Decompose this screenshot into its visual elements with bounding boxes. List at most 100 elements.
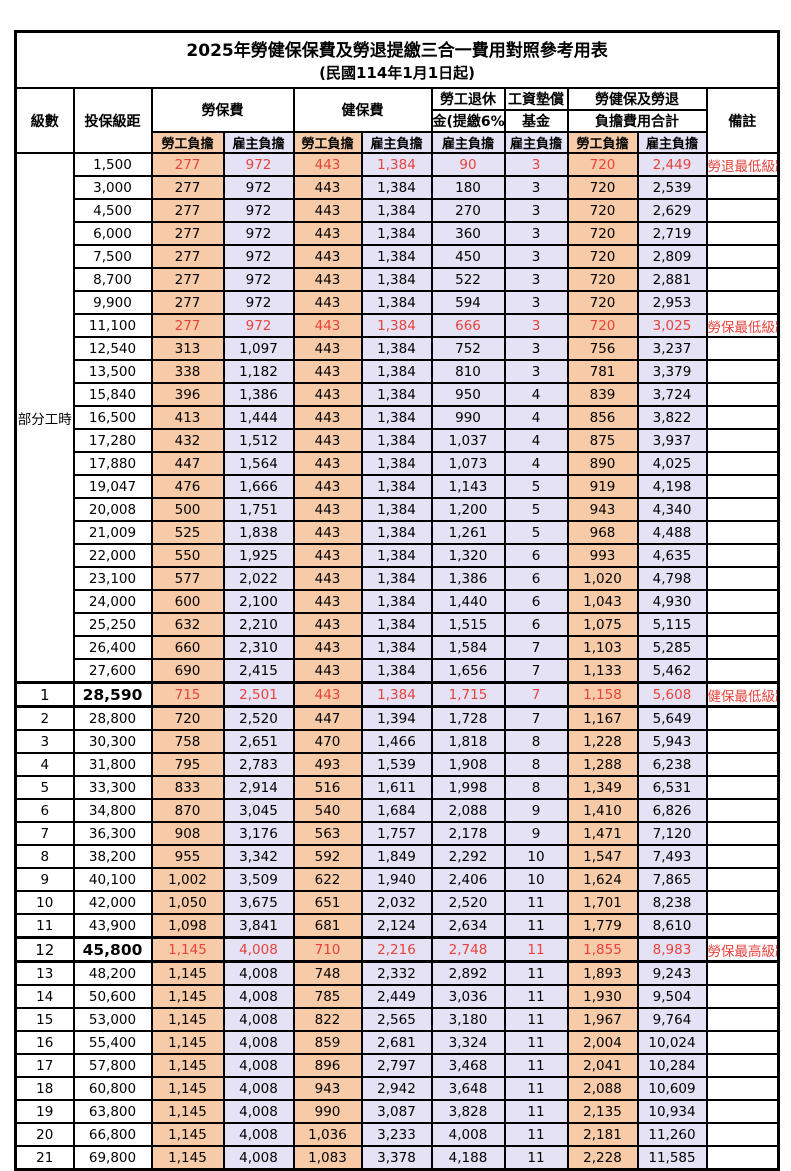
cell-total-employer: 4,025 <box>636 451 708 476</box>
cell-li-employee: 1,145 <box>150 984 225 1009</box>
table-row: 12,540 313 1,097 443 1,384 752 3 756 3,237 <box>16 336 780 361</box>
cell-fund-employer: 10 <box>503 844 569 869</box>
cell-total-employee: 1,158 <box>566 681 639 708</box>
cell-total-employee: 1,701 <box>566 890 639 915</box>
cell-pension-employer: 3,324 <box>430 1030 506 1055</box>
cell-hi-employer: 1,384 <box>360 198 433 223</box>
cell-fund-employer: 8 <box>503 752 569 777</box>
cell-fund-employer: 11 <box>503 1076 569 1101</box>
cell-bracket: 42,000 <box>72 890 153 915</box>
cell-fund-employer: 3 <box>503 313 569 338</box>
cell-hi-employer: 1,940 <box>360 867 433 892</box>
cell-bracket: 28,800 <box>72 705 153 731</box>
cell-hi-employee: 443 <box>292 221 363 246</box>
cell-total-employer: 6,531 <box>636 775 708 800</box>
cell-pension-employer: 594 <box>430 290 506 315</box>
cell-li-employer: 2,210 <box>222 612 295 637</box>
cell-li-employer: 1,444 <box>222 405 295 430</box>
cell-fund-employer: 7 <box>503 635 569 660</box>
cell-total-employer: 2,449 <box>636 152 708 177</box>
cell-note <box>705 359 780 384</box>
cell-note <box>705 198 780 223</box>
cell-fund-employer: 4 <box>503 428 569 453</box>
cell-hi-employee: 443 <box>292 382 363 407</box>
cell-bracket: 3,000 <box>72 175 153 200</box>
cell-fund-employer: 11 <box>503 913 569 939</box>
cell-bracket: 1,500 <box>72 152 153 177</box>
cell-hi-employer: 1,384 <box>360 589 433 614</box>
cell-bracket: 31,800 <box>72 752 153 777</box>
cell-total-employer: 7,493 <box>636 844 708 869</box>
cell-li-employee: 1,002 <box>150 867 225 892</box>
cell-hi-employer: 1,849 <box>360 844 433 869</box>
cell-note <box>705 451 780 476</box>
cell-li-employee: 1,145 <box>150 1053 225 1078</box>
cell-hi-employer: 1,757 <box>360 821 433 846</box>
cell-level: 13 <box>14 960 75 986</box>
cell-pension-employer: 3,468 <box>430 1053 506 1078</box>
cell-li-employee: 1,145 <box>150 1030 225 1055</box>
table-row: 14 50,600 1,145 4,008 785 2,449 3,036 11 1,930 9,… <box>14 984 780 1009</box>
cell-hi-employee: 516 <box>292 775 363 800</box>
cell-pension-employer: 4,188 <box>430 1145 506 1171</box>
cell-pension-employer: 270 <box>430 198 506 223</box>
cell-li-employer: 3,675 <box>222 890 295 915</box>
cell-pension-employer: 1,200 <box>430 497 506 522</box>
cell-fund-employer: 11 <box>503 1030 569 1055</box>
cell-note <box>705 1053 780 1078</box>
cell-li-employee: 870 <box>150 798 225 823</box>
cell-note <box>705 752 780 777</box>
cell-li-employee: 277 <box>150 198 225 223</box>
cell-total-employee: 1,167 <box>566 705 639 731</box>
cell-note <box>705 705 780 731</box>
cell-fund-employer: 3 <box>503 152 569 177</box>
cell-hi-employee: 443 <box>292 152 363 177</box>
cell-pension-employer: 2,088 <box>430 798 506 823</box>
cell-bracket: 13,500 <box>72 359 153 384</box>
cell-fund-employer: 10 <box>503 867 569 892</box>
cell-hi-employer: 1,394 <box>360 705 433 731</box>
cell-total-employee: 756 <box>566 336 639 361</box>
cell-total-employer: 7,865 <box>636 867 708 892</box>
cell-total-employee: 890 <box>566 451 639 476</box>
cell-hi-employee: 1,083 <box>292 1145 363 1171</box>
cell-bracket: 60,800 <box>72 1076 153 1101</box>
cell-level: 10 <box>14 890 75 915</box>
cell-hi-employer: 1,384 <box>360 451 433 476</box>
cell-li-employee: 1,050 <box>150 890 225 915</box>
cell-total-employee: 720 <box>566 244 639 269</box>
cell-hi-employer: 1,384 <box>360 267 433 292</box>
cell-total-employer: 3,379 <box>636 359 708 384</box>
table-row: 18 60,800 1,145 4,008 943 2,942 3,648 11 2,088 10… <box>14 1076 780 1101</box>
cell-fund-employer: 11 <box>503 936 569 963</box>
table-row: 24,000 600 2,100 443 1,384 1,440 6 1,043 4,930 <box>16 589 780 614</box>
cell-note <box>705 543 780 568</box>
cell-note <box>705 798 780 823</box>
cell-level: 7 <box>14 821 75 846</box>
cell-pension-employer: 2,406 <box>430 867 506 892</box>
cell-li-employee: 277 <box>150 313 225 338</box>
cell-li-employer: 1,386 <box>222 382 295 407</box>
cell-li-employer: 3,509 <box>222 867 295 892</box>
table-row: 8,700 277 972 443 1,384 522 3 720 2,881 <box>16 267 780 292</box>
cell-fund-employer: 5 <box>503 497 569 522</box>
cell-hi-employer: 2,449 <box>360 984 433 1009</box>
cell-li-employer: 972 <box>222 175 295 200</box>
cell-note <box>705 1030 780 1055</box>
cell-li-employer: 4,008 <box>222 936 295 963</box>
cell-li-employee: 550 <box>150 543 225 568</box>
cell-li-employee: 277 <box>150 175 225 200</box>
cell-fund-employer: 6 <box>503 589 569 614</box>
cell-level: 17 <box>14 1053 75 1078</box>
cell-li-employer: 1,925 <box>222 543 295 568</box>
cell-hi-employee: 443 <box>292 658 363 684</box>
cell-hi-employer: 1,384 <box>360 428 433 453</box>
cell-fund-employer: 3 <box>503 267 569 292</box>
cell-total-employer: 9,764 <box>636 1007 708 1032</box>
cell-li-employer: 4,008 <box>222 960 295 986</box>
col-header-note: 備註 <box>705 87 780 154</box>
cell-hi-employer: 1,384 <box>360 336 433 361</box>
cell-pension-employer: 1,728 <box>430 705 506 731</box>
cell-bracket: 23,100 <box>72 566 153 591</box>
cell-fund-employer: 7 <box>503 658 569 684</box>
